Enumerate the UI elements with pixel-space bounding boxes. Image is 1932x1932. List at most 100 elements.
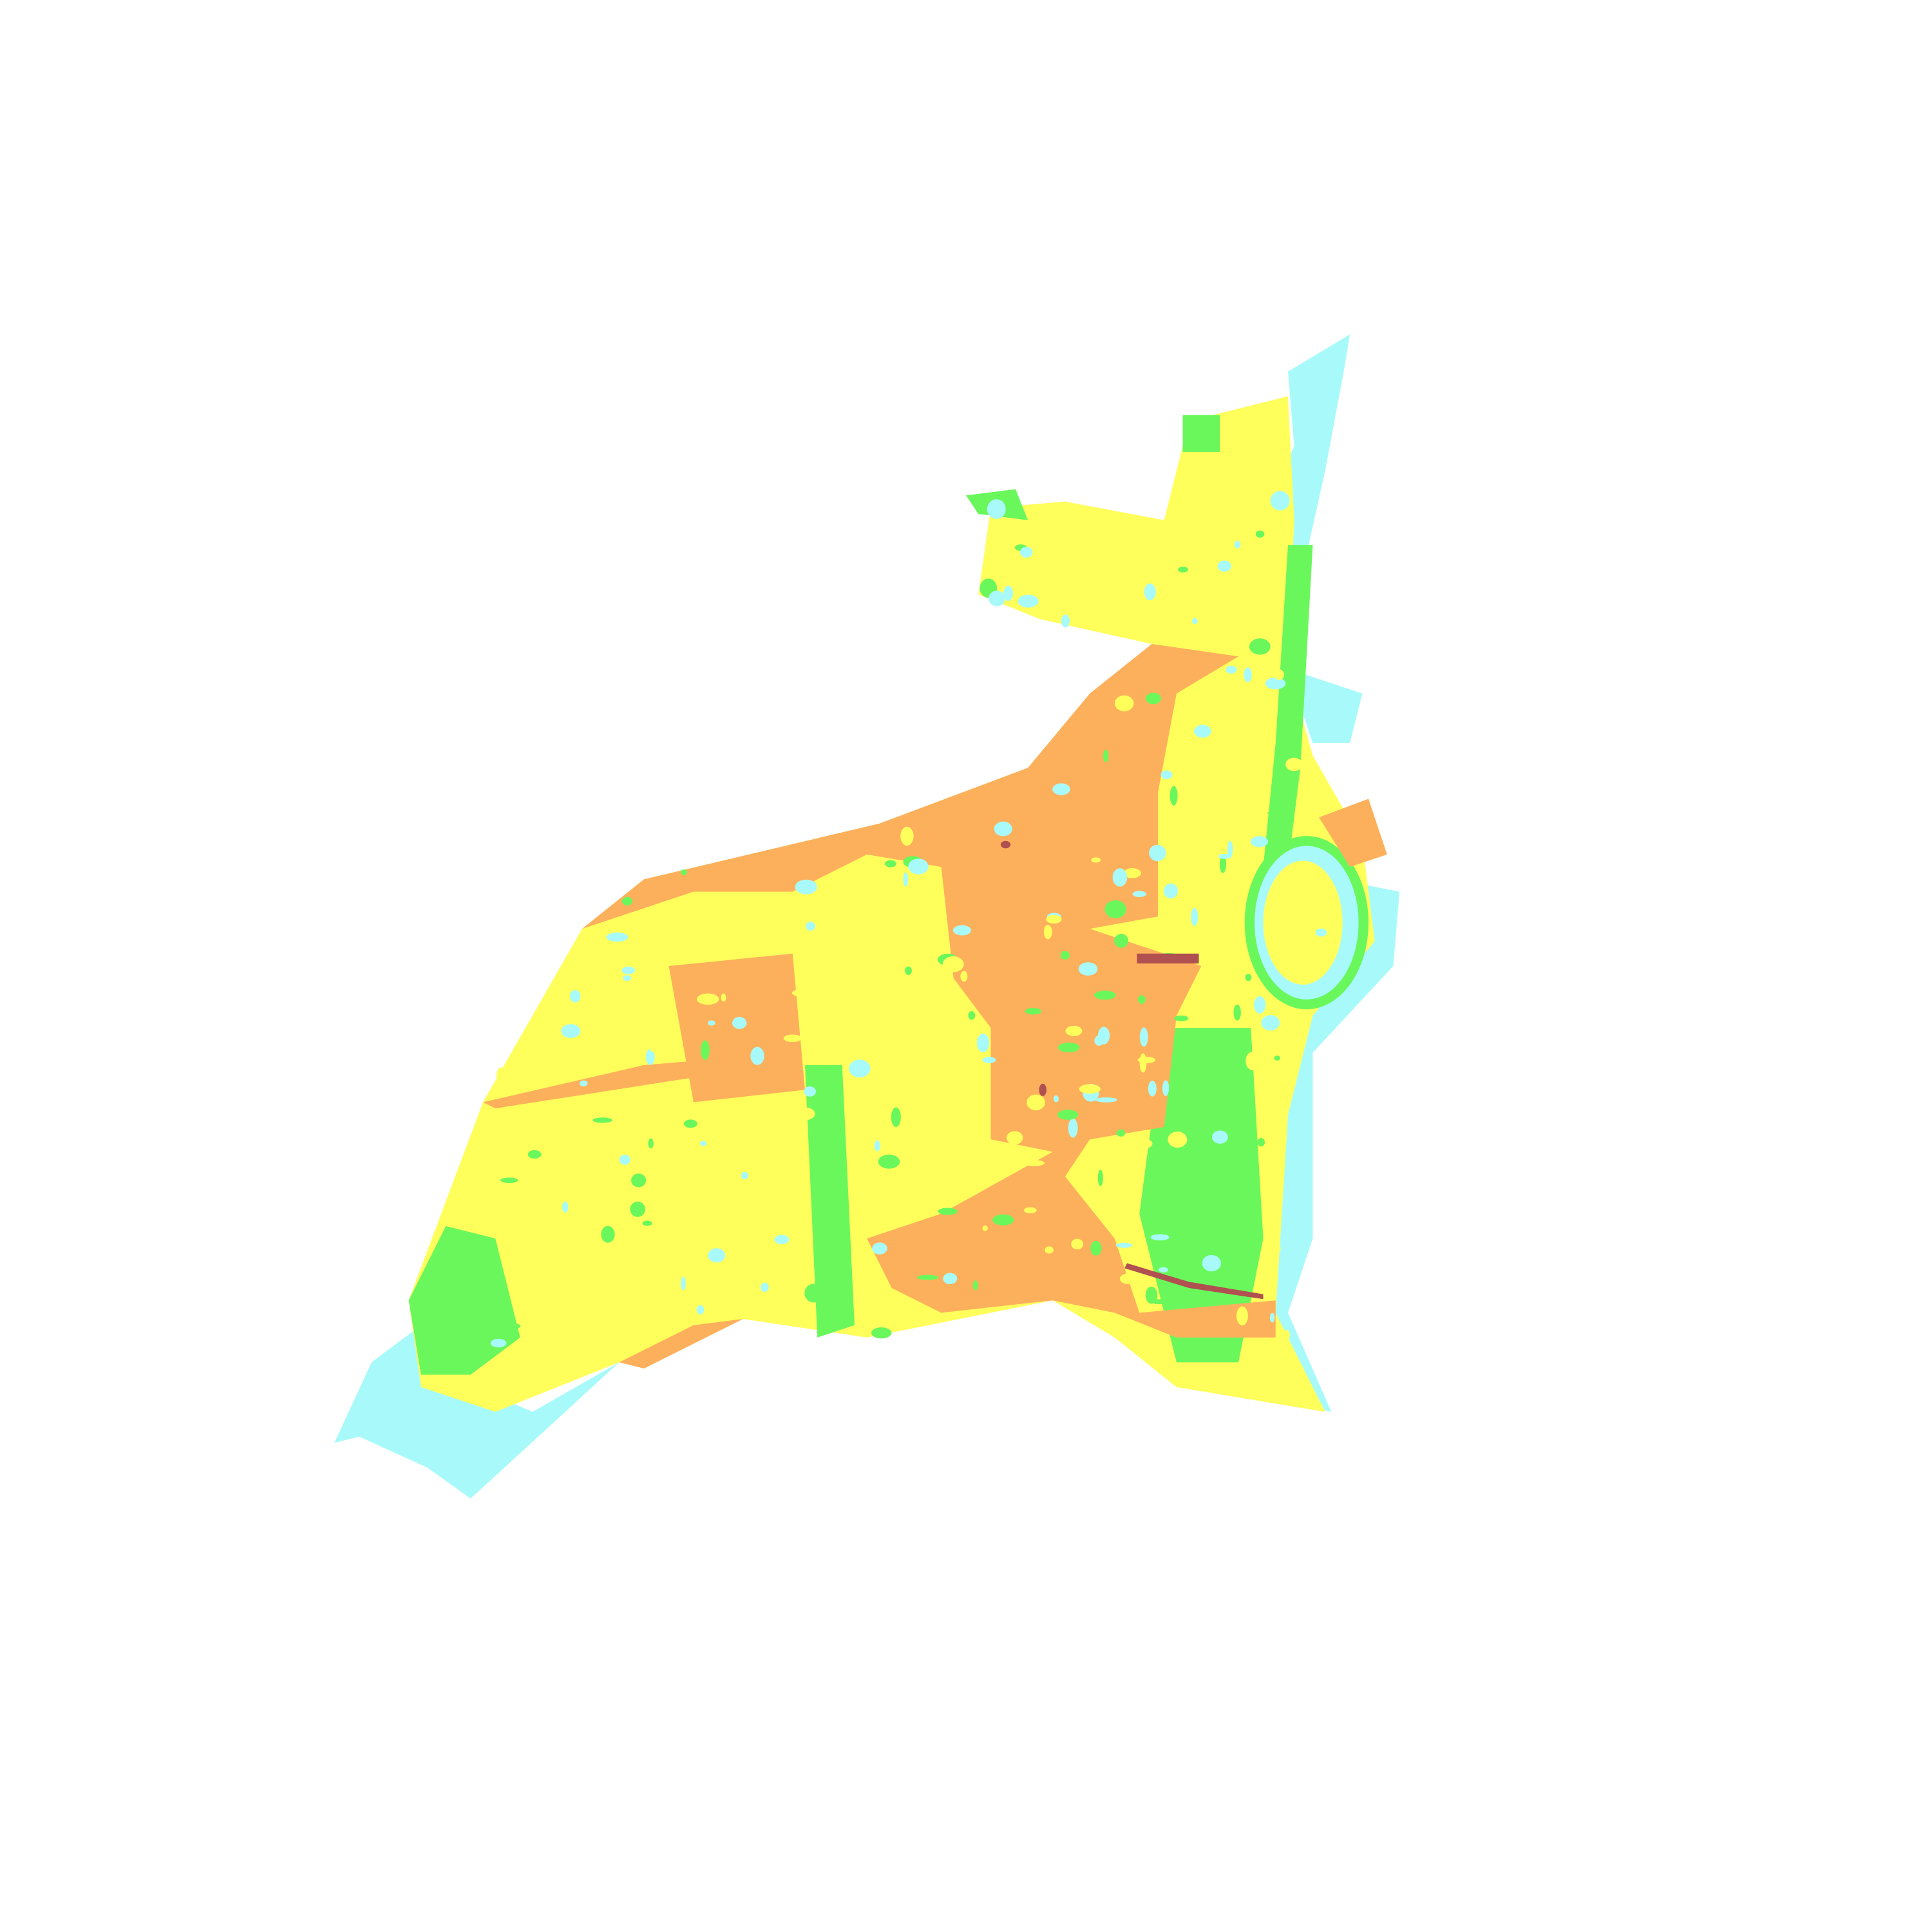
patch	[1057, 1042, 1080, 1053]
patch	[750, 1046, 764, 1065]
patch	[646, 916, 659, 934]
patch	[701, 1040, 710, 1060]
patch	[908, 858, 929, 875]
patch	[705, 907, 719, 920]
patch	[696, 993, 719, 1005]
patch	[1234, 540, 1241, 549]
patch	[1282, 1329, 1290, 1341]
patch	[1065, 1025, 1083, 1036]
patch	[983, 1145, 1001, 1163]
patch	[1267, 810, 1289, 816]
red-line-se	[1124, 1263, 1264, 1300]
patch	[506, 1323, 521, 1329]
patch	[1261, 1015, 1280, 1031]
red-spot	[1039, 1083, 1046, 1096]
patch	[1139, 1027, 1148, 1047]
patch	[1174, 1015, 1189, 1021]
patch	[486, 1212, 509, 1230]
patch	[1149, 844, 1166, 862]
patch	[681, 1276, 686, 1291]
patch	[1163, 883, 1179, 899]
patch	[1202, 1255, 1222, 1272]
patch	[732, 1016, 747, 1029]
patch	[1213, 889, 1233, 904]
patch	[496, 1067, 506, 1084]
patch	[592, 1117, 612, 1123]
patch	[1027, 1094, 1045, 1111]
mixed-patches	[486, 491, 1327, 1353]
patch	[1233, 1004, 1241, 1021]
patch	[1114, 695, 1134, 712]
stadium-field	[1263, 860, 1343, 985]
patch	[1233, 582, 1241, 590]
patch	[580, 1080, 588, 1086]
patch	[1138, 995, 1146, 1005]
patch	[1104, 900, 1126, 918]
patch	[623, 1001, 630, 1007]
cyan-fringe-e1	[1288, 668, 1363, 743]
cyan-fringe-sw	[334, 1325, 620, 1499]
patch	[493, 1210, 501, 1218]
patch	[1315, 928, 1327, 937]
patch	[1052, 783, 1070, 795]
patch	[708, 1248, 726, 1263]
patch	[1261, 1243, 1281, 1255]
patch	[989, 591, 1006, 607]
patch	[490, 1338, 507, 1348]
patch	[1178, 566, 1188, 573]
patch	[1057, 1110, 1079, 1120]
patch	[1095, 535, 1101, 554]
patch	[1090, 1240, 1102, 1256]
patch	[1144, 583, 1156, 601]
patch	[631, 1173, 647, 1188]
patch	[619, 1154, 630, 1165]
patch	[645, 1296, 663, 1309]
patch	[1042, 535, 1056, 544]
patch	[1218, 853, 1231, 859]
patch	[1263, 1084, 1269, 1097]
patch	[913, 1139, 929, 1155]
orange-block-east	[1319, 799, 1387, 867]
patch	[1249, 638, 1271, 655]
patch	[696, 1305, 705, 1315]
patch	[774, 1235, 790, 1244]
patch	[561, 1024, 581, 1038]
patch	[721, 993, 726, 1002]
patch	[1254, 996, 1266, 1014]
patch	[1150, 1299, 1168, 1305]
patch	[1159, 1267, 1168, 1273]
patch	[1269, 1312, 1275, 1323]
patch	[1068, 1118, 1078, 1138]
patch	[621, 896, 632, 905]
class-5-areas	[1000, 840, 1264, 1300]
patch	[1091, 857, 1101, 863]
patch	[1071, 1238, 1084, 1250]
patch	[848, 1059, 871, 1078]
patch	[976, 1033, 990, 1052]
patch	[1079, 1084, 1101, 1094]
patch	[1191, 907, 1198, 927]
patch	[891, 1107, 901, 1127]
patch	[648, 1138, 654, 1149]
patch	[1116, 580, 1126, 596]
patch	[1217, 560, 1231, 572]
patch	[539, 1164, 549, 1179]
patch	[1094, 990, 1116, 1000]
class-2-areas	[408, 415, 1368, 1375]
patch	[874, 1140, 880, 1151]
patch	[1244, 667, 1252, 683]
patch	[1255, 530, 1265, 538]
patch	[1139, 1053, 1147, 1073]
patch	[938, 1208, 958, 1215]
patch	[982, 1226, 988, 1231]
patch	[905, 966, 912, 975]
patch	[1046, 914, 1062, 924]
patch	[1267, 1031, 1290, 1046]
patch	[606, 932, 629, 942]
patch	[1191, 618, 1198, 625]
patch	[1168, 1132, 1188, 1148]
patch	[791, 989, 805, 996]
red-spot	[1000, 840, 1011, 849]
patch	[942, 956, 964, 972]
